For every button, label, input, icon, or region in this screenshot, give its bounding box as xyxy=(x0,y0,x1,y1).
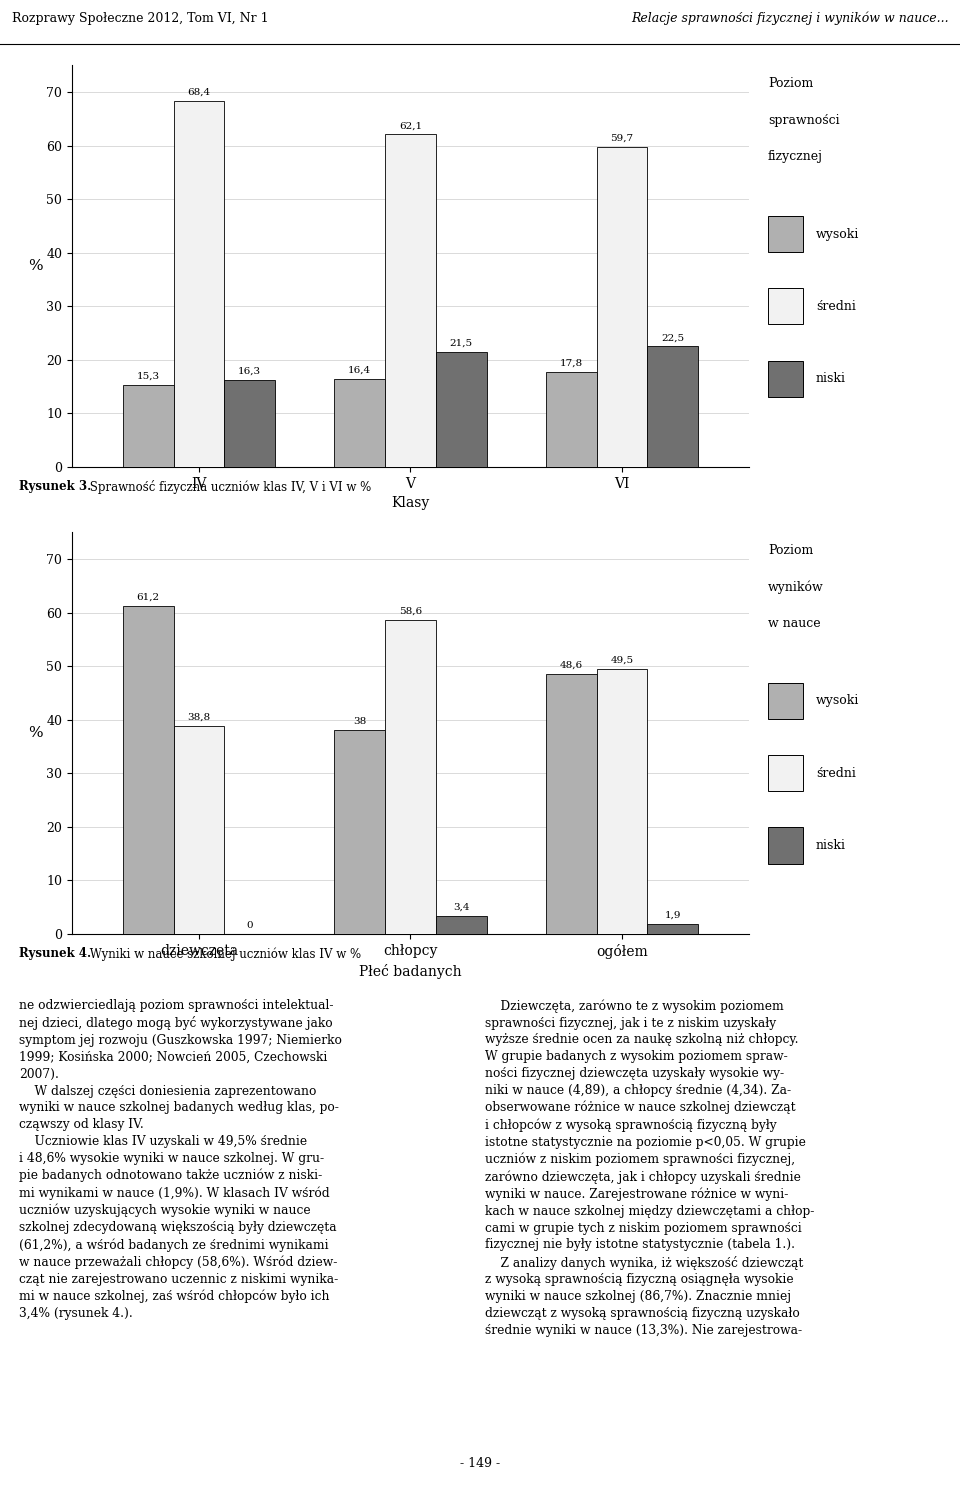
Bar xyxy=(546,372,596,467)
Text: fizycznej: fizycznej xyxy=(768,150,823,162)
Text: Sprawność fizyczna uczniów klas IV, V i VI w %: Sprawność fizyczna uczniów klas IV, V i … xyxy=(85,480,371,494)
Bar xyxy=(436,352,487,467)
Bar xyxy=(546,674,596,934)
Bar xyxy=(123,385,174,467)
Text: 15,3: 15,3 xyxy=(136,372,159,381)
Text: 62,1: 62,1 xyxy=(398,122,422,131)
Text: 58,6: 58,6 xyxy=(398,607,422,616)
Text: sprawności: sprawności xyxy=(768,113,840,126)
Text: 59,7: 59,7 xyxy=(611,134,634,143)
X-axis label: Klasy: Klasy xyxy=(392,497,429,510)
Text: 38,8: 38,8 xyxy=(187,712,210,721)
Bar xyxy=(768,755,803,791)
Text: 21,5: 21,5 xyxy=(449,339,472,348)
Bar xyxy=(385,134,436,467)
Bar xyxy=(647,923,698,934)
Text: 49,5: 49,5 xyxy=(611,656,634,665)
Bar xyxy=(768,288,803,324)
Text: wysoki: wysoki xyxy=(816,228,859,241)
Text: 38: 38 xyxy=(353,717,367,726)
Text: niski: niski xyxy=(816,372,846,385)
Text: Rozprawy Społeczne 2012, Tom VI, Nr 1: Rozprawy Społeczne 2012, Tom VI, Nr 1 xyxy=(12,12,268,25)
Text: - 149 -: - 149 - xyxy=(460,1457,500,1471)
Y-axis label: %: % xyxy=(28,259,42,274)
Text: Rysunek 3.: Rysunek 3. xyxy=(19,480,91,494)
Text: 3,4: 3,4 xyxy=(453,903,469,912)
Bar xyxy=(123,607,174,934)
Text: w nauce: w nauce xyxy=(768,617,821,629)
Text: 16,4: 16,4 xyxy=(348,366,372,375)
Text: średni: średni xyxy=(816,767,856,779)
Text: średni: średni xyxy=(816,300,856,312)
Bar xyxy=(174,101,225,467)
Bar xyxy=(647,346,698,467)
Bar xyxy=(385,620,436,934)
Text: Wyniki w nauce szkolnej uczniów klas IV w %: Wyniki w nauce szkolnej uczniów klas IV … xyxy=(85,947,361,961)
Text: 0: 0 xyxy=(247,920,253,929)
Bar xyxy=(596,147,647,467)
Text: niski: niski xyxy=(816,839,846,852)
Text: Relacje sprawności fizycznej i wyników w nauce...: Relacje sprawności fizycznej i wyników w… xyxy=(631,12,948,25)
Text: Poziom: Poziom xyxy=(768,77,813,91)
Text: 16,3: 16,3 xyxy=(238,366,261,375)
Text: 17,8: 17,8 xyxy=(560,358,583,367)
Bar xyxy=(768,216,803,253)
Text: Poziom: Poziom xyxy=(768,544,813,558)
Bar xyxy=(768,827,803,864)
Bar xyxy=(768,360,803,397)
Text: 68,4: 68,4 xyxy=(187,88,210,97)
Bar xyxy=(436,916,487,934)
Bar xyxy=(596,669,647,934)
Bar xyxy=(225,379,276,467)
Text: wysoki: wysoki xyxy=(816,694,859,708)
Bar xyxy=(174,726,225,934)
Y-axis label: %: % xyxy=(28,726,42,741)
Bar xyxy=(334,730,385,934)
Bar xyxy=(334,379,385,467)
Text: ne odzwierciedlają poziom sprawności intelektual-
nej dzieci, dlatego mogą być w: ne odzwierciedlają poziom sprawności int… xyxy=(19,999,342,1320)
Text: wyników: wyników xyxy=(768,580,824,593)
Bar xyxy=(768,683,803,720)
Text: 48,6: 48,6 xyxy=(560,660,583,669)
Text: 61,2: 61,2 xyxy=(136,593,159,602)
Text: Rysunek 4.: Rysunek 4. xyxy=(19,947,91,961)
Text: Dziewczęta, zarówno te z wysokim poziomem
sprawności fizycznej, jak i te z niski: Dziewczęta, zarówno te z wysokim poziome… xyxy=(485,999,814,1337)
Text: 22,5: 22,5 xyxy=(661,333,684,342)
X-axis label: Płeć badanych: Płeć badanych xyxy=(359,964,462,978)
Text: 1,9: 1,9 xyxy=(664,910,681,919)
